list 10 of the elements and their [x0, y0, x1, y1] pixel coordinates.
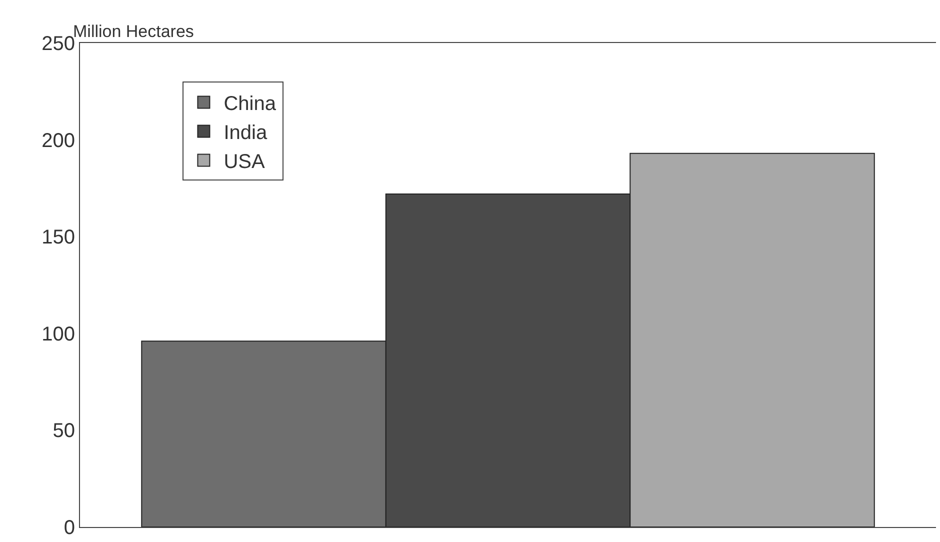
y-tick-label: 50 — [52, 420, 75, 442]
y-tick-label: 200 — [42, 130, 75, 152]
legend-label: India — [224, 122, 268, 144]
y-tick-label: 0 — [64, 517, 75, 539]
legend-label: China — [224, 93, 277, 116]
y-tick-label: 250 — [42, 33, 75, 55]
y-axis-title: Million Hectares — [73, 22, 194, 41]
y-tick-label: 100 — [42, 323, 75, 346]
legend-label: USA — [224, 151, 266, 174]
y-tick-label: 150 — [42, 226, 75, 249]
